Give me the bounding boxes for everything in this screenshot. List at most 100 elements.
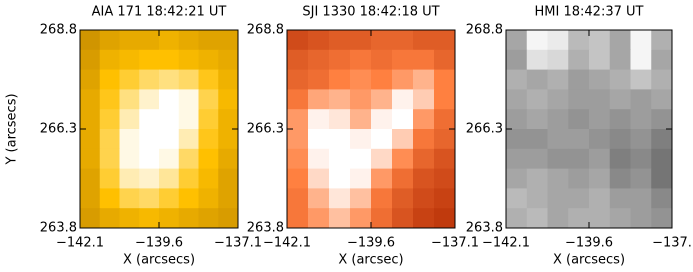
pixel [218, 89, 238, 109]
pixel [218, 50, 238, 70]
pixel [568, 89, 589, 109]
pixel [589, 70, 610, 90]
pixel [179, 109, 199, 129]
pixel [218, 70, 238, 90]
pixel [589, 149, 610, 169]
pixel [139, 129, 159, 149]
pixel [159, 109, 179, 129]
pixel [80, 70, 100, 90]
pixel [568, 70, 589, 90]
x-tick-label: −139.6 [347, 236, 395, 251]
pixel [631, 70, 652, 90]
pixel [80, 169, 100, 189]
pixel [139, 30, 159, 50]
y-tick-label: 268.8 [40, 23, 77, 38]
pixel [80, 188, 100, 208]
x-tick-label: −139.6 [565, 236, 613, 251]
pixel [199, 109, 219, 129]
pixel [371, 208, 393, 228]
y-tick-label: 268.8 [247, 23, 284, 38]
y-tick-label: 263.8 [247, 221, 284, 236]
pixel [350, 70, 372, 90]
pixel [413, 129, 435, 149]
pixel [392, 50, 414, 70]
pixel [610, 188, 631, 208]
pixel [568, 169, 589, 189]
pixel [371, 70, 393, 90]
pixel [610, 109, 631, 129]
pixel [159, 50, 179, 70]
pixel [506, 50, 527, 70]
pixel [610, 129, 631, 149]
pixel [392, 149, 414, 169]
pixel [610, 70, 631, 90]
pixel [548, 70, 569, 90]
y-tick-label: 266.3 [247, 122, 284, 137]
pixel [651, 30, 672, 50]
pixel [371, 50, 393, 70]
pixel [287, 50, 309, 70]
pixel [139, 89, 159, 109]
pixel [527, 50, 548, 70]
pixel [631, 188, 652, 208]
y-axis-label: Y (arcsecs) [5, 93, 20, 165]
pixel [308, 109, 330, 129]
pixel [100, 208, 120, 228]
pixel [329, 30, 351, 50]
pixel [159, 188, 179, 208]
pixel [413, 70, 435, 90]
pixel [329, 188, 351, 208]
pixel [120, 149, 140, 169]
pixel [392, 169, 414, 189]
pixel [631, 109, 652, 129]
pixel [199, 208, 219, 228]
pixel [506, 129, 527, 149]
pixel [329, 89, 351, 109]
pixel [120, 89, 140, 109]
pixel [631, 149, 652, 169]
pixel [631, 30, 652, 50]
x-tick-label: −137.1 [431, 236, 479, 251]
pixel [218, 169, 238, 189]
pixel [527, 70, 548, 90]
pixel [159, 89, 179, 109]
panel-title: AIA 171 18:42:21 UT [92, 5, 227, 20]
pixel [651, 149, 672, 169]
pixel [80, 149, 100, 169]
pixel [350, 169, 372, 189]
pixel [120, 169, 140, 189]
pixel [434, 109, 456, 129]
panel-title: HMI 18:42:37 UT [535, 5, 644, 20]
pixel [159, 129, 179, 149]
pixel [568, 149, 589, 169]
pixel [179, 70, 199, 90]
pixel [548, 129, 569, 149]
x-tick-label: −139.6 [135, 236, 183, 251]
pixel [413, 149, 435, 169]
pixel [434, 169, 456, 189]
pixel [287, 89, 309, 109]
pixel [568, 30, 589, 50]
pixel [139, 109, 159, 129]
pixel [120, 208, 140, 228]
pixel [199, 70, 219, 90]
pixel [392, 30, 414, 50]
pixel [350, 188, 372, 208]
pixel [199, 30, 219, 50]
pixel [631, 169, 652, 189]
pixel [651, 129, 672, 149]
pixel [199, 89, 219, 109]
pixel [589, 188, 610, 208]
pixel [651, 188, 672, 208]
pixel [631, 129, 652, 149]
pixel [179, 30, 199, 50]
pixel [80, 50, 100, 70]
pixel [287, 109, 309, 129]
pixel [179, 129, 199, 149]
pixel [506, 89, 527, 109]
pixel [527, 188, 548, 208]
pixel [100, 149, 120, 169]
pixel [548, 208, 569, 228]
pixel [350, 109, 372, 129]
pixel [199, 169, 219, 189]
